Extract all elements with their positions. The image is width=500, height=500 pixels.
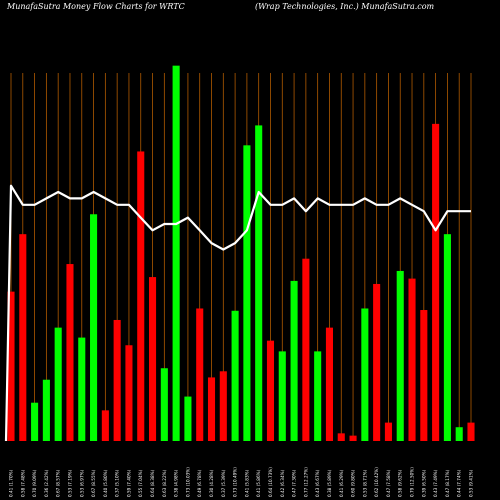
x-tick-labels: 0.41 (1.70%) 0.58 (7.48%) 0.70 (9.09%) 0.36…: [9, 467, 474, 497]
money-flow-bar: [337, 433, 345, 441]
money-flow-bar: [219, 371, 227, 441]
x-tick-label: 0.58 (7.48%): [20, 469, 25, 497]
x-tick-label: 0.49 (6.78%): [197, 469, 202, 497]
x-tick-label: 0.41 (6.29%): [339, 469, 344, 497]
x-tick-label: 0.44 (7.74%): [457, 469, 462, 497]
x-tick-label: 0.64 (10.73%): [268, 467, 273, 497]
x-tick-label: 0.79 (12.50%): [410, 467, 415, 497]
money-flow-bar: [325, 327, 333, 441]
x-tick-label: 0.62 (10.42%): [374, 467, 379, 497]
chart-header-right: (Wrap Technologies, Inc.) MunafaSutra.co…: [255, 2, 435, 11]
money-flow-bar: [361, 308, 369, 441]
money-flow-bar: [31, 402, 39, 441]
money-flow-bar: [266, 340, 275, 441]
money-flow-bar: [408, 278, 416, 441]
money-flow-bar: [432, 123, 440, 441]
money-flow-bar: [160, 368, 168, 441]
x-tick-label: 0.30 (4.28%): [209, 469, 214, 497]
x-tick-label: 0.47 (7.58%): [386, 469, 391, 497]
money-flow-bar: [396, 270, 404, 441]
money-flow-bar: [243, 145, 251, 441]
money-flow-bar: [78, 337, 86, 441]
x-tick-label: 0.77 (12.27%): [303, 467, 308, 497]
x-tick-label: 0.67 (8.57%): [56, 469, 61, 497]
money-flow-bar: [42, 379, 50, 441]
bar-series: [7, 65, 475, 442]
money-flow-bar: [373, 283, 381, 441]
x-tick-label: 0.43 (7.49%): [433, 469, 438, 497]
money-flow-bar: [467, 422, 475, 441]
x-tick-label: 0.53 (9.41%): [469, 469, 474, 497]
x-tick-label: 0.67 (8.55%): [91, 469, 96, 497]
x-tick-label: 0.60 (9.80%): [351, 469, 356, 497]
chart-header-left: MunafaSutra Money Flow Charts for WRTC: [6, 2, 185, 11]
money-flow-bar: [231, 310, 239, 441]
x-tick-label: 0.53 (7.19%): [68, 469, 73, 497]
x-tick-label: 0.53 (8.71%): [362, 469, 367, 497]
money-flow-bar: [420, 310, 428, 441]
money-flow-bar: [349, 435, 357, 441]
money-flow-bar: [7, 291, 15, 441]
money-flow-bar: [137, 151, 145, 441]
money-flow-bar: [290, 280, 298, 441]
x-tick-label: 0.43 (6.67%): [315, 469, 320, 497]
money-flow-bar: [278, 351, 286, 441]
x-tick-label: 0.37 (5.39%): [221, 469, 226, 497]
money-flow-bar: [196, 308, 204, 441]
x-tick-label: 0.40 (5.80%): [103, 469, 108, 497]
money-flow-bar: [149, 277, 157, 441]
x-tick-label: 0.41 (5.86%): [256, 469, 261, 497]
x-tick-label: 0.59 (7.40%): [126, 469, 131, 497]
x-tick-label: 0.73 (10.03%): [185, 467, 190, 497]
x-tick-label: 0.38 (5.89%): [327, 469, 332, 497]
x-tick-label: 0.73 (10.49%): [233, 467, 238, 497]
x-tick-label: 0.41 (5.83%): [244, 469, 249, 497]
x-tick-label: 0.63 (8.22%): [162, 469, 167, 497]
money-flow-bar: [90, 214, 98, 441]
money-flow-bar: [255, 125, 263, 442]
money-flow-bar: [314, 351, 322, 441]
x-tick-label: 0.64 (8.38%): [150, 469, 155, 497]
x-tick-label: 0.42 (6.34%): [280, 469, 285, 497]
x-tick-label: 0.38 (4.98%): [174, 469, 179, 497]
money-flow-line: [4, 184, 471, 442]
x-tick-label: 0.37 (5.10%): [115, 469, 120, 497]
x-tick-label: 0.39 (6.50%): [421, 469, 426, 497]
money-flow-bar: [302, 258, 310, 441]
money-flow-bar: [101, 410, 109, 441]
x-tick-label: 0.47 (8.17%): [445, 469, 450, 497]
money-flow-bar: [125, 345, 133, 441]
money-flow-line-series: [4, 184, 471, 442]
money-flow-bar: [184, 396, 192, 441]
money-flow-bar: [172, 65, 180, 441]
x-tick-label: 0.36 (2.42%): [44, 469, 49, 497]
money-flow-bar: [443, 234, 451, 441]
money-flow-bar: [384, 422, 392, 441]
x-tick-label: 0.53 (6.97%): [79, 469, 84, 497]
money-flow-bar: [113, 319, 121, 441]
x-tick-label: 0.70 (9.09%): [32, 469, 37, 497]
x-tick-label: 0.58 (9.62%): [398, 469, 403, 497]
money-flow-bar: [455, 427, 463, 441]
money-flow-bar: [66, 264, 74, 441]
x-tick-label: 0.41 (1.70%): [9, 469, 14, 497]
x-tick-label: 0.47 (7.30%): [292, 469, 297, 497]
money-flow-bar: [207, 377, 216, 441]
money-flow-bar: [54, 327, 62, 441]
x-tick-label: 0.55 (7.04%): [138, 469, 143, 497]
money-flow-bar: [19, 234, 27, 441]
